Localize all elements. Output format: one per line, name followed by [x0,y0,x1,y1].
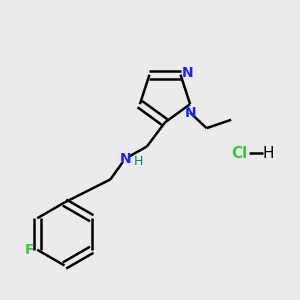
Text: N: N [181,66,193,80]
Text: H: H [263,146,274,160]
Text: Cl: Cl [231,146,248,160]
Text: F: F [25,243,34,257]
Text: H: H [134,155,144,168]
Text: N: N [184,106,196,120]
Text: N: N [120,152,131,166]
